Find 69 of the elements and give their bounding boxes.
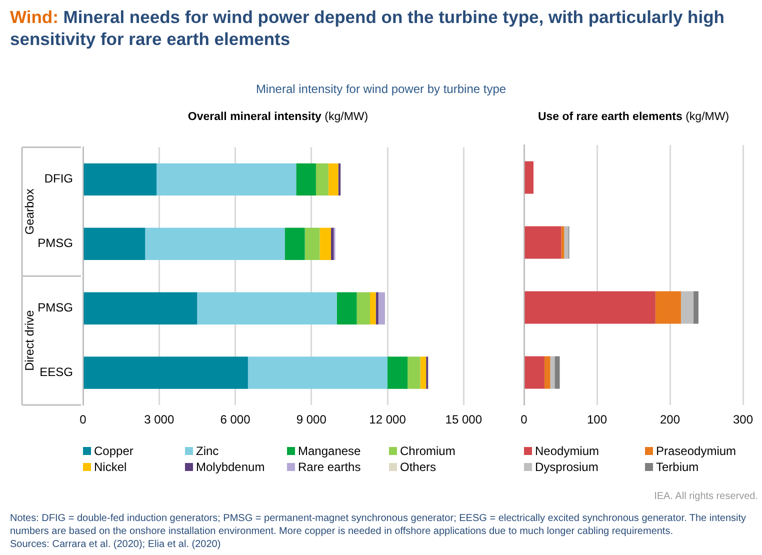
chart-title: Wind: Mineral needs for wind power depend on the turbine type, with particularly high sensitivity for rare earth elements bbox=[10, 6, 726, 50]
bar bbox=[370, 292, 376, 324]
x-tick-label: 300 bbox=[732, 412, 754, 427]
bar bbox=[524, 291, 656, 324]
x-tick-label: 12 000 bbox=[369, 412, 406, 427]
bar bbox=[320, 228, 331, 260]
bar bbox=[680, 291, 694, 324]
x-axis-title: Use of rare earth elements (kg/MW) bbox=[536, 111, 730, 123]
legend-label: Zinc bbox=[195, 444, 220, 458]
legend-label: Manganese bbox=[297, 444, 362, 458]
bar bbox=[524, 161, 534, 194]
bar bbox=[296, 163, 316, 196]
x-tick-label: 6 000 bbox=[220, 412, 251, 427]
text: IEA. All rights reserved. bbox=[654, 491, 758, 502]
x-tick-label: 9 000 bbox=[296, 412, 327, 427]
bar bbox=[376, 292, 378, 324]
bar bbox=[328, 163, 338, 196]
bar bbox=[156, 163, 296, 196]
bar bbox=[524, 226, 562, 259]
bar bbox=[561, 226, 564, 259]
bar bbox=[84, 356, 248, 389]
legend-label: Molybdenum bbox=[195, 460, 266, 474]
legend-label: Rare earths bbox=[297, 460, 362, 474]
bar bbox=[336, 292, 357, 324]
legend-label: Dysprosium bbox=[534, 460, 600, 474]
bar bbox=[84, 228, 146, 260]
legend-label: Praseodymium bbox=[655, 444, 738, 458]
bar bbox=[408, 356, 420, 389]
bar bbox=[197, 292, 337, 324]
text: Notes: DFIG = double-fed induction generators; PMSG = permanent-magnet synchronous generator; EESG = electrically excited synchronous generator. The intensity numbers are based on the onshore installation environment. More copper is needed in offshore applications due to much longer cabling requirements. bbox=[10, 512, 748, 538]
bar bbox=[524, 356, 544, 389]
bar bbox=[84, 163, 157, 196]
bar bbox=[544, 356, 550, 389]
bar bbox=[388, 356, 408, 389]
bar bbox=[378, 292, 385, 324]
y-tick-label: DFIG bbox=[44, 172, 73, 186]
legend-label: Terbium bbox=[655, 460, 700, 474]
text: Direct drive bbox=[22, 310, 36, 371]
bar bbox=[693, 291, 698, 324]
bar bbox=[316, 163, 328, 196]
x-tick-label: 15 000 bbox=[445, 412, 482, 427]
bar bbox=[356, 292, 370, 324]
legend-label: Neodymium bbox=[534, 444, 600, 458]
legend-label: Copper bbox=[93, 444, 134, 458]
bar bbox=[420, 356, 426, 389]
bar bbox=[554, 356, 560, 389]
text: Gearbox bbox=[22, 188, 36, 235]
legend-label: Nickel bbox=[93, 460, 128, 474]
source-note: Sources: Carrara et al. (2020); Elia et al. (2020) bbox=[10, 538, 222, 551]
bar bbox=[248, 356, 388, 389]
x-tick-label: 100 bbox=[586, 412, 608, 427]
bar bbox=[550, 356, 555, 389]
y-tick-label: PMSG bbox=[38, 300, 73, 315]
x-tick-label: 0 bbox=[520, 412, 528, 427]
x-tick-label: 200 bbox=[660, 412, 680, 427]
x-tick-label: 3 000 bbox=[144, 412, 174, 427]
bar bbox=[655, 291, 681, 324]
chart-subtitle: Mineral intensity for wind power by turbine type bbox=[254, 82, 508, 96]
x-tick-label: 0 bbox=[80, 412, 87, 427]
bar bbox=[84, 292, 198, 324]
y-tick-label: EESG bbox=[40, 365, 73, 380]
bar bbox=[564, 226, 569, 259]
legend-label: Others bbox=[399, 460, 438, 474]
bar bbox=[145, 228, 285, 260]
bar bbox=[304, 228, 320, 260]
bar bbox=[284, 228, 305, 260]
x-axis-title: Overall mineral intensity (kg/MW) bbox=[186, 111, 370, 123]
y-tick-label: PMSG bbox=[38, 236, 73, 250]
legend-label: Chromium bbox=[399, 444, 456, 458]
